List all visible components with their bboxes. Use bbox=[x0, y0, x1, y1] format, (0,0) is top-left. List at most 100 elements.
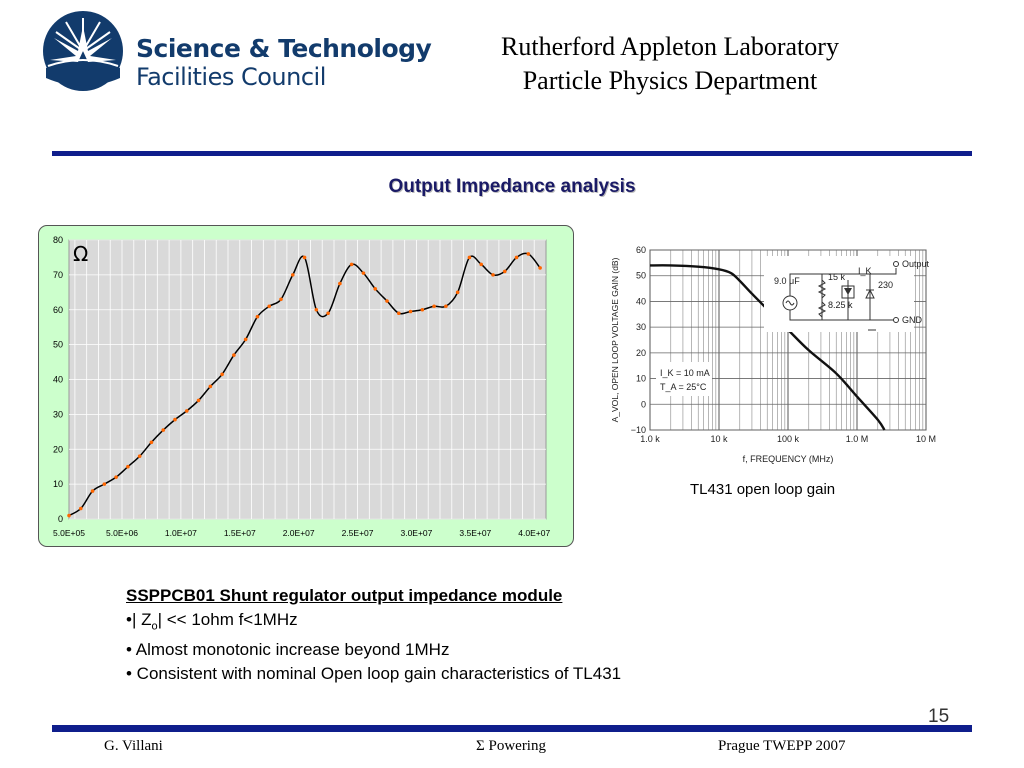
data-point bbox=[184, 409, 189, 413]
gain-y-tick-label: 50 bbox=[636, 271, 646, 281]
data-point bbox=[432, 304, 436, 309]
gain-y-axis-label: A_VOL, OPEN LOOP VOLTAGE GAIN (dB) bbox=[610, 257, 620, 422]
data-point bbox=[479, 262, 484, 267]
conditions-box bbox=[656, 362, 712, 396]
series-points bbox=[67, 252, 542, 518]
data-point bbox=[90, 489, 95, 493]
data-point bbox=[396, 311, 401, 316]
tl431-gain-figure: 60 50 40 30 20 10 0 −10 1.0 k 10 k 100 k 1.0 M 10 M… bbox=[610, 245, 936, 464]
y-tick-label: 80 bbox=[53, 235, 63, 245]
gain-figure-caption: TL431 open loop gain bbox=[690, 481, 836, 498]
gain-y-tick-label: 0 bbox=[641, 399, 646, 409]
x-tick-label: 3.0E+07 bbox=[400, 528, 432, 538]
slide-title: Output Impedance analysis bbox=[388, 176, 636, 197]
data-point bbox=[408, 309, 413, 314]
grid bbox=[69, 239, 546, 520]
data-point bbox=[290, 273, 295, 277]
header-rule bbox=[52, 151, 972, 156]
data-point bbox=[137, 454, 142, 459]
footer-author: G. Villani bbox=[104, 738, 163, 754]
data-point bbox=[114, 475, 118, 479]
data-point bbox=[314, 307, 319, 312]
notes-block: SSPPCB01 Shunt regulator output impedanc… bbox=[126, 584, 621, 686]
footer-rule bbox=[52, 725, 972, 732]
gain-y-tick-label: −10 bbox=[631, 425, 646, 435]
data-point bbox=[173, 417, 177, 422]
data-point bbox=[67, 513, 71, 518]
data-point bbox=[538, 266, 542, 270]
data-point bbox=[102, 482, 107, 486]
bullet-1-subscript: o bbox=[151, 620, 158, 633]
y-tick-label: 40 bbox=[53, 375, 63, 385]
logo-line-2: Facilities Council bbox=[136, 63, 326, 91]
data-point bbox=[338, 281, 342, 286]
bullet-1: •| Zo| << 1ohm f<1MHz bbox=[126, 608, 621, 638]
annotation-r230: 230 bbox=[878, 280, 893, 290]
data-point bbox=[161, 428, 166, 432]
y-tick-label: 0 bbox=[58, 514, 63, 524]
x-tick-label: 2.5E+07 bbox=[342, 528, 374, 538]
annotation-ik-arrow: I_K bbox=[858, 266, 872, 276]
unit-label: Ω bbox=[73, 242, 88, 266]
y-tick-labels: 0 10 20 30 40 50 60 70 80 bbox=[53, 235, 63, 524]
annotation-ta: T_A = 25°C bbox=[660, 382, 707, 392]
gain-x-tick-labels: 1.0 k 10 k 100 k 1.0 M 10 M bbox=[640, 434, 936, 444]
gain-y-tick-label: 40 bbox=[636, 296, 646, 306]
gain-x-tick-label: 1.0 M bbox=[846, 434, 869, 444]
logo-line-1: Science & Technology bbox=[136, 34, 432, 63]
gain-x-tick-label: 1.0 k bbox=[640, 434, 660, 444]
circuit-inset: 9.0 μF 15 k I_K Output 230 8.25 k GND bbox=[764, 256, 930, 332]
data-point bbox=[208, 384, 213, 389]
institution-line-2: Particle Physics Department bbox=[522, 66, 818, 95]
impedance-chart-panel: 0 10 20 30 40 50 60 70 80 5.0E+05 5.0E+06 1.0E+07 1… bbox=[38, 225, 574, 547]
gain-x-axis-label: f, FREQUENCY (MHz) bbox=[743, 454, 834, 464]
data-point bbox=[243, 337, 248, 342]
data-point bbox=[220, 372, 224, 377]
gain-x-tick-label: 10 M bbox=[916, 434, 936, 444]
data-point bbox=[514, 255, 519, 260]
annotation-cap: 9.0 μF bbox=[774, 276, 800, 286]
data-point bbox=[491, 273, 495, 277]
notes-heading: SSPPCB01 Shunt regulator output impedanc… bbox=[126, 586, 563, 605]
data-point bbox=[502, 269, 507, 274]
x-tick-labels: 5.0E+05 5.0E+06 1.0E+07 1.5E+07 2.0E+07 2.5E+… bbox=[53, 528, 550, 538]
y-tick-label: 50 bbox=[53, 340, 63, 350]
gain-y-tick-label: 10 bbox=[636, 374, 646, 384]
sunburst-icon bbox=[43, 11, 123, 91]
impedance-chart: 0 10 20 30 40 50 60 70 80 5.0E+05 5.0E+06 1.0E+07 1… bbox=[53, 235, 550, 538]
bullet-3: • Consistent with nominal Open loop gain… bbox=[126, 664, 622, 684]
x-tick-label: 1.5E+07 bbox=[224, 528, 256, 538]
bullet-1-suffix: | << 1ohm f<1MHz bbox=[157, 610, 298, 629]
gain-curve bbox=[649, 264, 886, 431]
gain-x-tick-label: 10 k bbox=[710, 434, 728, 444]
annotation-gnd: GND bbox=[902, 315, 923, 325]
x-tick-label: 1.0E+07 bbox=[165, 528, 197, 538]
y-tick-label: 20 bbox=[53, 444, 63, 454]
y-tick-label: 70 bbox=[53, 270, 63, 280]
annotation-r2: 8.25 k bbox=[828, 300, 853, 310]
y-tick-label: 10 bbox=[53, 479, 63, 489]
footer-event: Prague TWEPP 2007 bbox=[718, 738, 846, 754]
data-point bbox=[455, 290, 460, 295]
y-tick-label: 60 bbox=[53, 305, 63, 315]
x-tick-label: 3.5E+07 bbox=[459, 528, 491, 538]
annotation-r1: 15 k bbox=[828, 272, 846, 282]
data-point bbox=[373, 287, 378, 291]
data-point bbox=[232, 353, 236, 357]
institution-line-1: Rutherford Appleton Laboratory bbox=[501, 32, 839, 61]
x-tick-label: 4.0E+07 bbox=[518, 528, 550, 538]
data-point bbox=[420, 307, 425, 312]
gain-grid bbox=[649, 249, 926, 431]
data-point bbox=[467, 255, 472, 260]
page-number: 15 bbox=[928, 706, 950, 727]
y-tick-label: 30 bbox=[53, 409, 63, 419]
data-point bbox=[78, 506, 83, 511]
data-point bbox=[385, 299, 389, 303]
data-point bbox=[349, 262, 354, 267]
data-point bbox=[526, 252, 531, 256]
footer-topic: Σ Powering bbox=[476, 738, 546, 754]
data-point bbox=[326, 311, 330, 316]
data-point bbox=[361, 271, 366, 275]
data-point bbox=[255, 314, 260, 319]
data-point bbox=[196, 398, 201, 403]
